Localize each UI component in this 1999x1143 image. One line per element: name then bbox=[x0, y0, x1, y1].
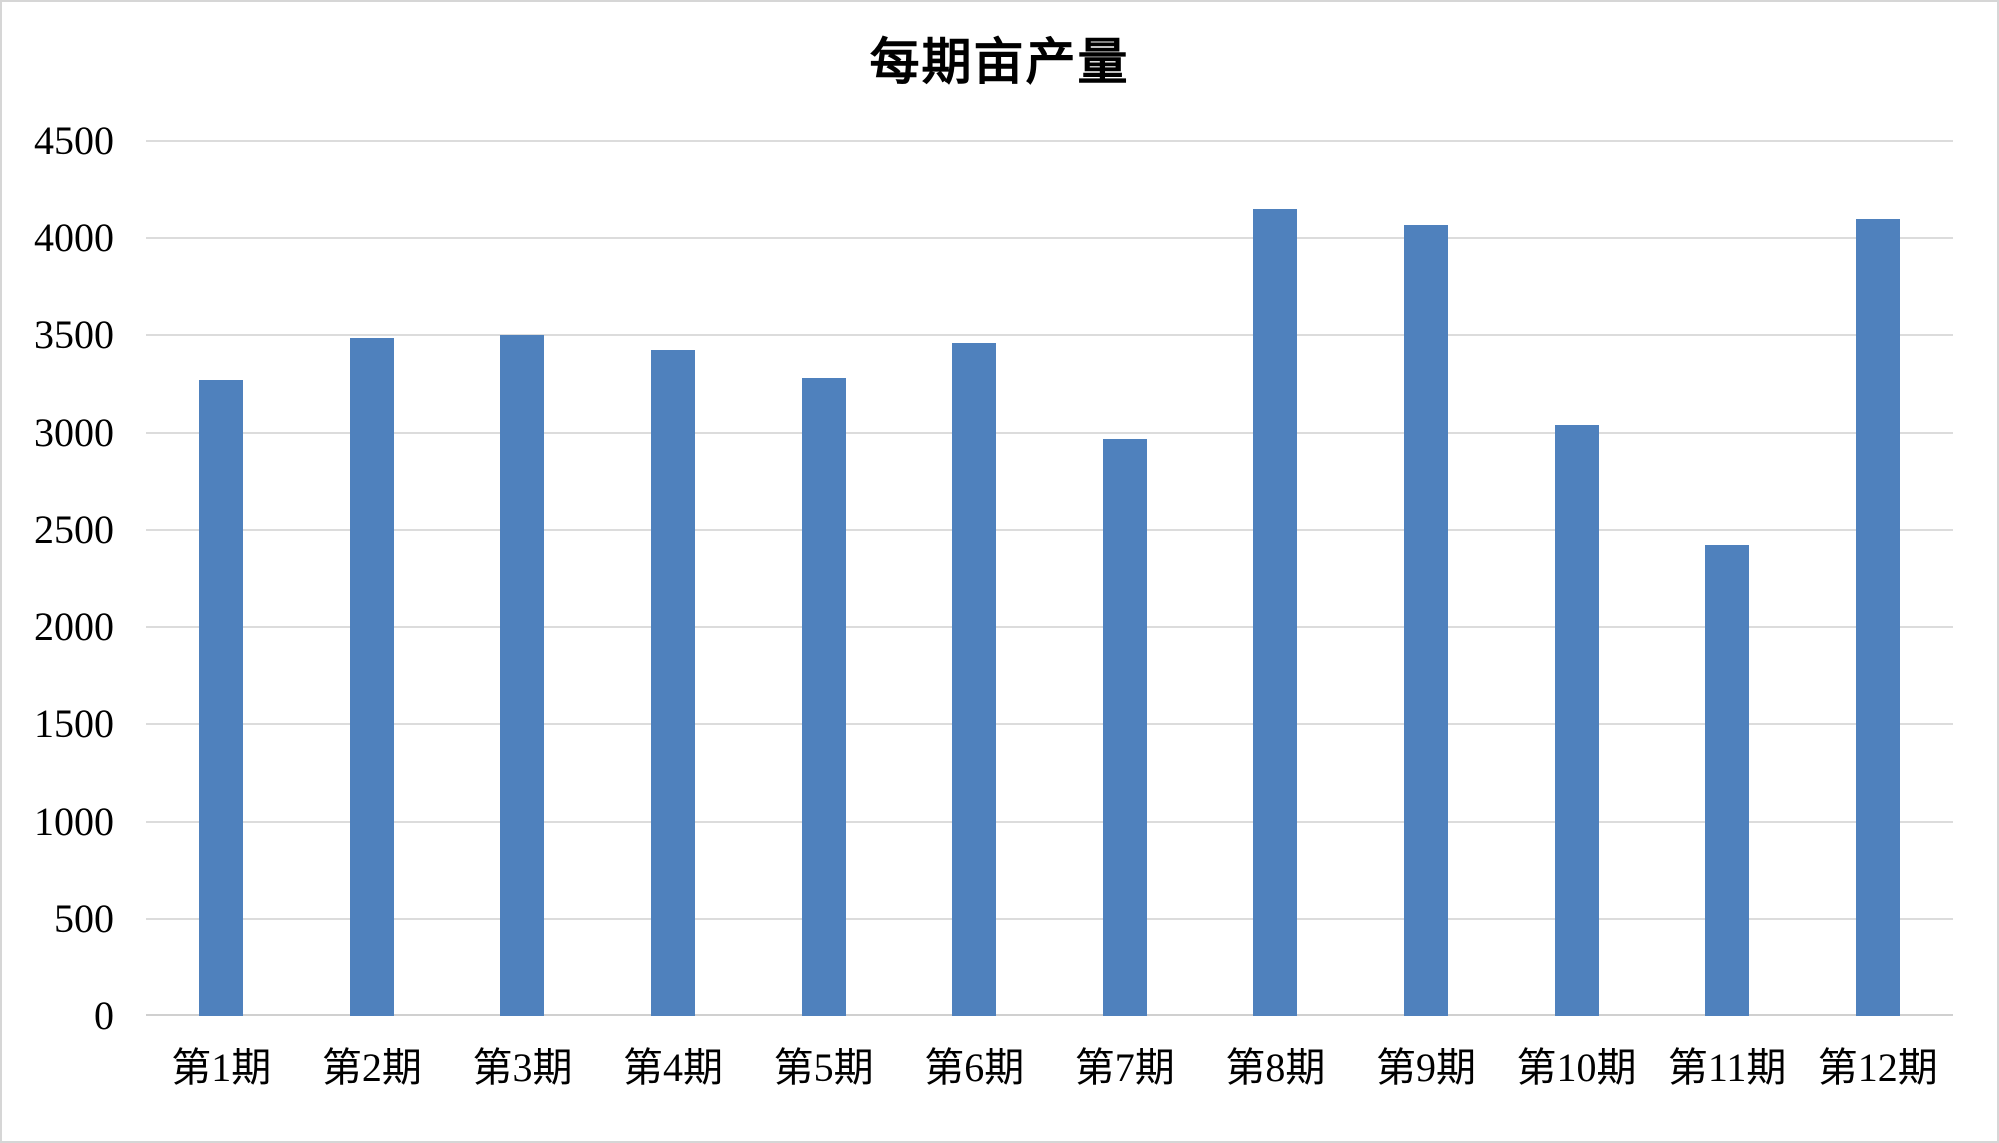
y-tick-label-1000: 1000 bbox=[34, 798, 114, 844]
bar-第10期 bbox=[1554, 424, 1599, 1016]
bar-第11期 bbox=[1705, 545, 1750, 1016]
y-tick-label-4500: 4500 bbox=[34, 118, 114, 163]
gridline-1500 bbox=[146, 723, 1953, 726]
bar-第12期 bbox=[1855, 218, 1900, 1016]
bar-第2期 bbox=[349, 338, 394, 1016]
x-category-label-第12期: 第12期 bbox=[1817, 1045, 1938, 1090]
x-category-label-第9期: 第9期 bbox=[1375, 1045, 1476, 1090]
x-category-label-第3期: 第3期 bbox=[472, 1045, 573, 1090]
x-category-label-第2期: 第2期 bbox=[321, 1045, 422, 1090]
x-category-label-第10期: 第10期 bbox=[1516, 1045, 1637, 1090]
x-category-label-第5期: 第5期 bbox=[773, 1045, 874, 1090]
bar-第7期 bbox=[1102, 438, 1147, 1016]
y-tick-label-1500: 1500 bbox=[34, 701, 114, 747]
y-tick-label-500: 500 bbox=[54, 895, 114, 941]
y-tick-label-0: 0 bbox=[94, 993, 114, 1038]
bar-第8期 bbox=[1253, 209, 1298, 1016]
x-category-label-第7期: 第7期 bbox=[1074, 1045, 1175, 1090]
bar-第5期 bbox=[801, 378, 846, 1016]
gridline-2000 bbox=[146, 626, 1953, 629]
gridline-3000 bbox=[146, 431, 1953, 434]
y-tick-label-2500: 2500 bbox=[34, 506, 114, 552]
y-tick-label-3500: 3500 bbox=[34, 312, 114, 358]
gridline-3500 bbox=[146, 334, 1953, 337]
x-category-label-第1期: 第1期 bbox=[171, 1045, 272, 1090]
y-tick-label-3000: 3000 bbox=[34, 409, 114, 455]
bar-第6期 bbox=[952, 343, 997, 1016]
bar-第1期 bbox=[199, 380, 244, 1016]
x-axis-line bbox=[146, 1014, 1953, 1016]
bar-第4期 bbox=[651, 350, 696, 1016]
y-tick-label-2000: 2000 bbox=[34, 604, 114, 650]
x-category-label-第8期: 第8期 bbox=[1225, 1045, 1326, 1090]
gridline-2500 bbox=[146, 528, 1953, 531]
x-category-label-第11期: 第11期 bbox=[1667, 1045, 1787, 1090]
y-tick-label-4000: 4000 bbox=[34, 215, 114, 261]
bar-第3期 bbox=[500, 335, 545, 1016]
x-category-label-第6期: 第6期 bbox=[924, 1045, 1025, 1090]
gridline-1000 bbox=[146, 820, 1953, 823]
gridline-4000 bbox=[146, 237, 1953, 240]
plot-area bbox=[146, 140, 1953, 1016]
bar-第9期 bbox=[1403, 224, 1448, 1016]
gridline-4500 bbox=[146, 140, 1953, 142]
chart-title: 每期亩产量 bbox=[869, 34, 1130, 90]
gridline-500 bbox=[146, 917, 1953, 920]
x-category-label-第4期: 第4期 bbox=[623, 1045, 724, 1090]
